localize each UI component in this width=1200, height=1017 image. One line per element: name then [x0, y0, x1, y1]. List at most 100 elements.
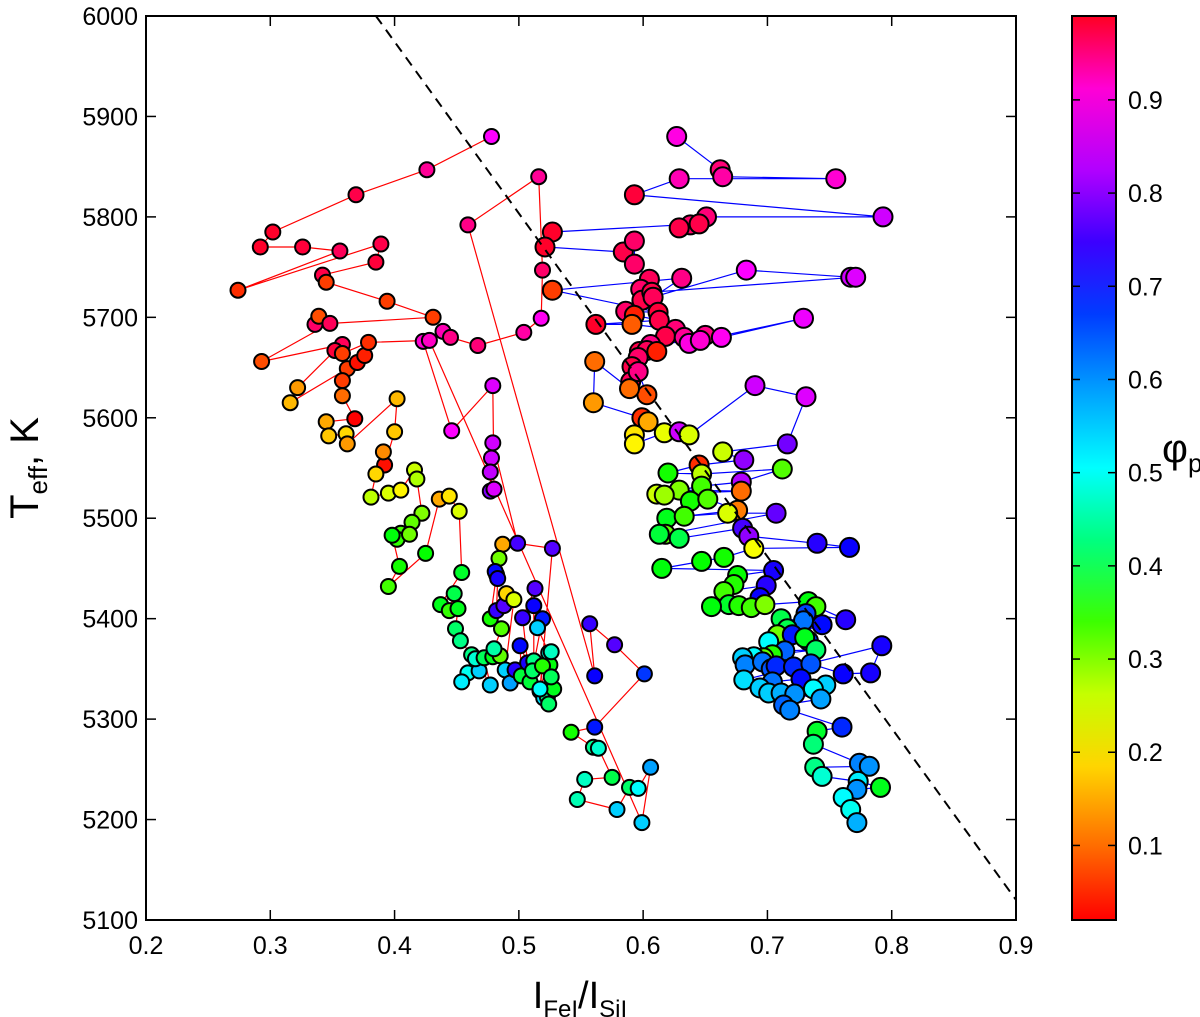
red-track-point: [383, 526, 401, 544]
blue-track-point: [835, 609, 857, 631]
red-track-point: [608, 801, 626, 818]
blue-track-point: [831, 716, 853, 738]
y-axis-title-sub: eff: [23, 465, 53, 494]
blue-track-point: [701, 596, 722, 618]
red-track-point: [450, 502, 468, 520]
blue-track-point: [765, 502, 787, 524]
blue-track-point: [793, 307, 814, 329]
red-track-point: [321, 314, 339, 332]
red-track-point: [420, 331, 438, 349]
red-track-point: [333, 387, 351, 405]
red-track-point: [485, 480, 503, 498]
blue-track-point: [860, 662, 882, 684]
x-axis-title: IFeI/ISiI: [533, 975, 627, 1017]
red-track-point: [606, 636, 624, 654]
red-track-point: [417, 544, 435, 562]
red-track-point: [586, 718, 604, 736]
red-track-point: [367, 253, 385, 271]
red-track-point: [542, 643, 560, 661]
red-track-point: [317, 413, 335, 431]
y-tick-label: 5800: [82, 204, 138, 232]
blue-track-point: [541, 279, 563, 301]
red-track-point: [253, 353, 271, 370]
blue-track-point: [795, 386, 817, 408]
blue-track-point: [870, 776, 891, 798]
red-track-point: [531, 680, 549, 698]
red-track-point: [347, 186, 365, 204]
blue-track-point: [688, 213, 710, 235]
blue-track-point: [744, 375, 766, 397]
blue-track-point: [584, 351, 606, 372]
blue-track-point: [666, 126, 688, 147]
red-track-point: [442, 328, 459, 346]
red-track-point: [483, 128, 500, 145]
red-track-point: [451, 632, 469, 650]
red-track-point: [532, 309, 550, 327]
blue-track-point: [846, 812, 868, 834]
red-track-point: [453, 673, 471, 691]
red-track-point: [251, 238, 269, 256]
red-track-point: [642, 758, 660, 776]
blue-track-point: [646, 341, 668, 362]
blue-track-point: [637, 411, 659, 433]
colorbar-title-main: φ: [1162, 427, 1188, 471]
blue-track-point: [623, 433, 645, 455]
red-track-point: [338, 435, 356, 453]
x-tick-label: 0.4: [377, 932, 412, 960]
red-track-point: [281, 394, 299, 412]
red-track-point: [633, 814, 651, 832]
red-track-point: [509, 534, 527, 552]
red-track-point: [408, 470, 426, 488]
colorbar-tick-label: 0.9: [1128, 87, 1163, 115]
red-track-point: [418, 161, 436, 179]
blue-track-point: [771, 458, 793, 480]
colorbar-title: φp: [1162, 427, 1200, 478]
blue-track-point: [735, 259, 757, 281]
red-track-point: [534, 657, 551, 675]
red-track-point: [484, 434, 502, 452]
red-track-point: [540, 695, 558, 713]
blue-track-point: [839, 536, 860, 558]
x-axis-title-sub1: FeI: [543, 996, 578, 1017]
blue-track-point: [623, 230, 645, 252]
blue-track-point: [779, 699, 801, 721]
blue-track-point: [800, 653, 822, 675]
red-track-point: [543, 539, 561, 557]
red-track-point: [320, 427, 338, 445]
red-track-point: [401, 525, 418, 543]
reference-dashed-line: [375, 16, 1016, 901]
red-track-point: [568, 791, 586, 808]
blue-track-point: [802, 733, 824, 755]
blue-track-point: [585, 313, 607, 335]
series-points: [229, 126, 894, 834]
red-track-point: [511, 637, 529, 655]
colorbar-tick-label: 0.2: [1128, 739, 1163, 767]
red-track-point: [603, 768, 621, 786]
red-track-point: [294, 238, 312, 256]
red-track-point: [562, 723, 580, 741]
y-axis-title-tail: , K: [3, 417, 47, 466]
blue-track-point: [811, 765, 833, 787]
x-tick-label: 0.3: [253, 932, 288, 960]
colorbar-tick-label: 0.3: [1128, 646, 1163, 674]
blue-track-point: [691, 550, 713, 572]
blue-track-point: [668, 527, 690, 549]
y-tick-label: 5500: [82, 505, 138, 533]
red-track-point: [388, 390, 406, 408]
red-track-point: [542, 668, 560, 686]
blue-track-point: [648, 523, 670, 545]
colorbar-tick-label: 0.1: [1128, 832, 1163, 860]
red-track-point: [589, 739, 607, 757]
blue-track-point: [668, 168, 690, 190]
y-tick-label: 5600: [82, 405, 138, 433]
blue-track-point: [678, 424, 700, 446]
colorbar-tick-label: 0.7: [1128, 273, 1163, 301]
red-track-point: [392, 481, 410, 499]
red-track-point: [386, 423, 404, 441]
blue-track-point: [713, 546, 735, 568]
colorbar-title-sub: p: [1188, 448, 1200, 478]
red-track-point: [378, 292, 396, 310]
blue-track-point: [621, 313, 643, 335]
blue-track-point: [733, 449, 755, 471]
blue-track-point: [673, 505, 695, 527]
